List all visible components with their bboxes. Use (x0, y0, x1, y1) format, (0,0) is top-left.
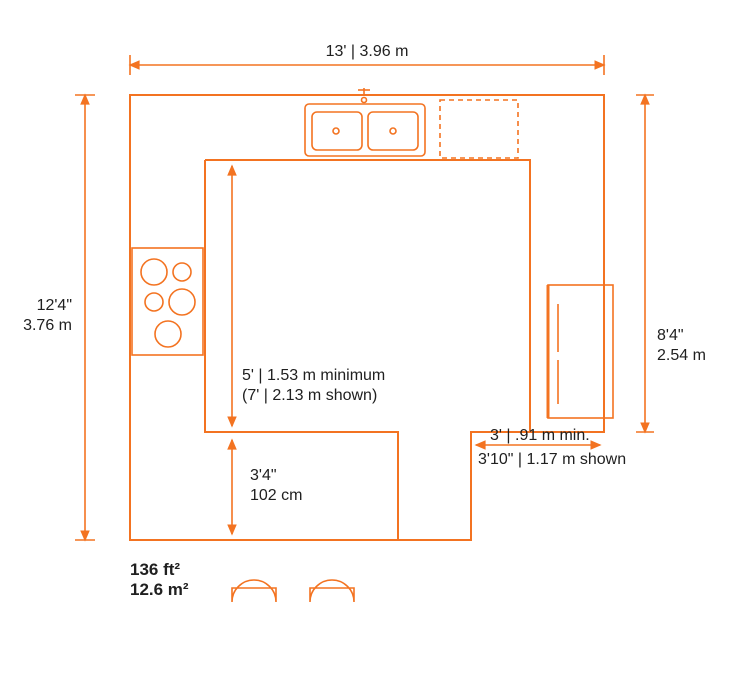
dishwasher-icon (440, 100, 518, 158)
label-height-right-1: 8'4" (657, 327, 684, 344)
dim-inner-depth: 5' | 1.53 m minimum (7' | 2.13 m shown) (232, 166, 385, 426)
label-width-top: 13' | 3.96 m (326, 43, 409, 60)
label-inner-2: (7' | 2.13 m shown) (242, 387, 377, 404)
dim-peninsula: 3'4" 102 cm (232, 440, 302, 534)
area-label: 136 ft² 12.6 m² (130, 560, 189, 599)
label-walkway-2: 3'10" | 1.17 m shown (478, 451, 626, 468)
label-walkway-1: 3' | .91 m min. (490, 427, 590, 444)
label-inner-1: 5' | 1.53 m minimum (242, 367, 385, 384)
dim-right: 8'4" 2.54 m (636, 95, 706, 432)
counter-outline (130, 95, 604, 540)
label-height-left-1: 12'4" (37, 297, 72, 314)
label-height-left-2: 3.76 m (23, 317, 72, 334)
svg-text:12.6 m²: 12.6 m² (130, 580, 189, 599)
label-pen-1: 3'4" (250, 467, 277, 484)
dim-top: 13' | 3.96 m (130, 43, 604, 75)
sink-icon (305, 88, 425, 156)
dim-left: 12'4" 3.76 m (23, 95, 95, 540)
label-height-right-2: 2.54 m (657, 347, 706, 364)
dim-walkway: 3' | .91 m min. 3'10" | 1.17 m shown (476, 427, 626, 468)
label-pen-2: 102 cm (250, 487, 302, 504)
stools (232, 580, 354, 602)
svg-text:136 ft²: 136 ft² (130, 560, 180, 579)
floorplan-diagram: 13' | 3.96 m 12'4" 3.76 m 8'4" 2.54 m (0, 0, 750, 700)
cooktop-icon (132, 248, 203, 355)
